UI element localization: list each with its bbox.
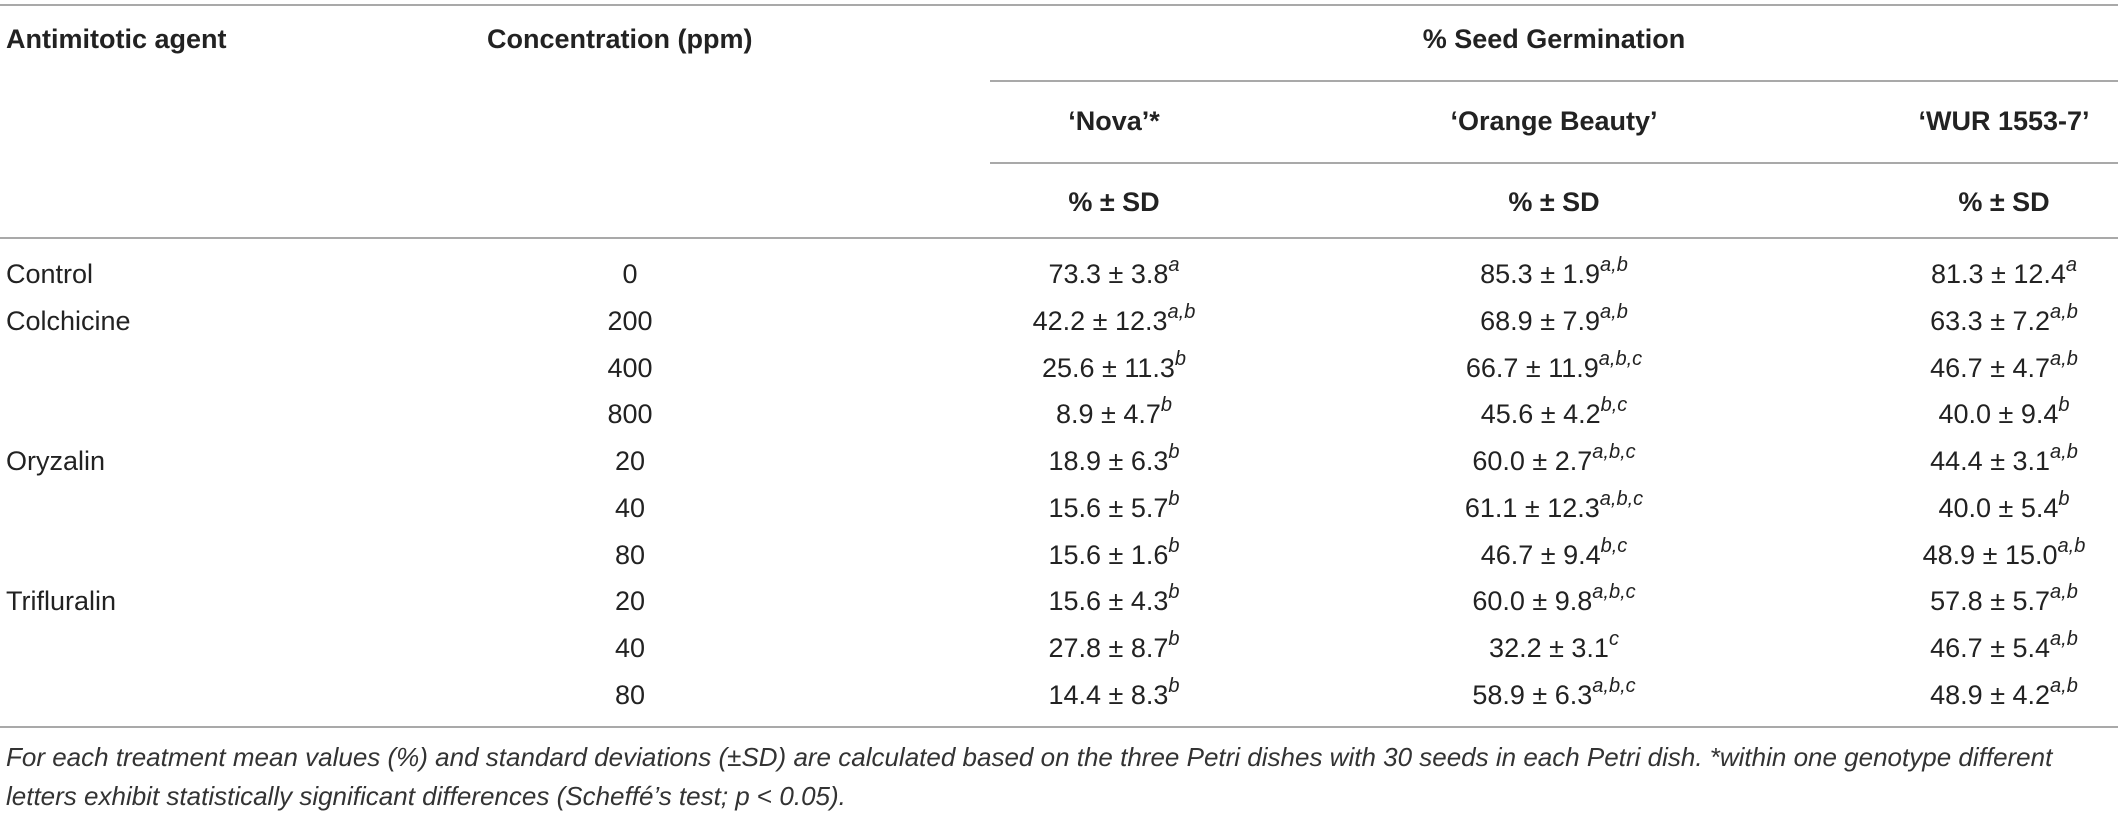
wur-cell: 48.9 ± 4.2a,b	[1930, 675, 2078, 710]
concentration-cell: 20	[614, 586, 646, 616]
table-top-rule	[0, 4, 2118, 6]
nova-cell: 15.6 ± 1.6b	[1048, 535, 1180, 570]
header-stat-orange-beauty: % ± SD	[1508, 187, 1600, 217]
concentration-cell: 20	[614, 446, 646, 476]
group-header-rule	[990, 80, 2118, 82]
wur-cell: 44.4 ± 3.1a,b	[1930, 441, 2078, 476]
wur-cell: 46.7 ± 5.4a,b	[1930, 628, 2078, 663]
agent-cell: Control	[6, 259, 94, 289]
orange-beauty-cell: 46.7 ± 9.4b,c	[1480, 535, 1628, 570]
wur-cell: 40.0 ± 5.4b	[1938, 488, 2070, 523]
concentration-cell: 0	[622, 259, 638, 289]
nova-cell: 15.6 ± 5.7b	[1048, 488, 1180, 523]
nova-cell: 15.6 ± 4.3b	[1048, 581, 1180, 616]
nova-cell: 18.9 ± 6.3b	[1048, 441, 1180, 476]
header-bottom-rule	[0, 237, 2118, 239]
orange-beauty-cell: 60.0 ± 2.7a,b,c	[1472, 441, 1636, 476]
wur-cell: 48.9 ± 15.0a,b	[1922, 535, 2086, 570]
wur-cell: 81.3 ± 12.4a	[1930, 254, 2078, 289]
orange-beauty-cell: 60.0 ± 9.8a,b,c	[1472, 581, 1636, 616]
table-bottom-rule	[0, 726, 2118, 728]
concentration-cell: 40	[614, 633, 646, 663]
concentration-cell: 200	[607, 306, 653, 336]
orange-beauty-cell: 58.9 ± 6.3a,b,c	[1472, 675, 1636, 710]
agent-cell: Colchicine	[6, 306, 131, 336]
concentration-cell: 40	[614, 493, 646, 523]
table-footnote: For each treatment mean values (%) and s…	[6, 742, 2053, 811]
header-antimitotic-agent: Antimitotic agent	[6, 24, 227, 54]
concentration-cell: 80	[614, 540, 646, 570]
orange-beauty-cell: 45.6 ± 4.2b,c	[1480, 394, 1628, 429]
wur-cell: 57.8 ± 5.7a,b	[1930, 581, 2078, 616]
header-seed-germination: % Seed Germination	[1422, 24, 1686, 54]
concentration-cell: 80	[614, 680, 646, 710]
orange-beauty-cell: 66.7 ± 11.9a,b,c	[1465, 348, 1643, 383]
header-concentration: Concentration (ppm)	[487, 24, 753, 54]
nova-cell: 8.9 ± 4.7b	[1055, 394, 1173, 429]
concentration-cell: 400	[607, 353, 653, 383]
nova-cell: 42.2 ± 12.3a,b	[1032, 301, 1196, 336]
nova-cell: 25.6 ± 11.3b	[1041, 348, 1187, 383]
nova-cell: 27.8 ± 8.7b	[1048, 628, 1180, 663]
wur-cell: 63.3 ± 7.2a,b	[1930, 301, 2078, 336]
header-genotype-wur: ‘WUR 1553-7’	[1918, 106, 2090, 136]
concentration-cell: 800	[607, 399, 653, 429]
header-genotype-nova: ‘Nova’*	[1068, 106, 1160, 136]
nova-cell: 73.3 ± 3.8a	[1048, 254, 1180, 289]
orange-beauty-cell: 85.3 ± 1.9a,b	[1480, 254, 1628, 289]
wur-cell: 40.0 ± 9.4b	[1938, 394, 2070, 429]
orange-beauty-cell: 68.9 ± 7.9a,b	[1480, 301, 1628, 336]
nova-cell: 14.4 ± 8.3b	[1048, 675, 1180, 710]
header-stat-nova: % ± SD	[1068, 187, 1160, 217]
orange-beauty-cell: 32.2 ± 3.1c	[1489, 628, 1619, 663]
agent-cell: Trifluralin	[6, 586, 117, 616]
wur-cell: 46.7 ± 4.7a,b	[1930, 348, 2078, 383]
agent-cell: Oryzalin	[6, 446, 106, 476]
orange-beauty-cell: 61.1 ± 12.3a,b,c	[1464, 488, 1644, 523]
header-genotype-orange-beauty: ‘Orange Beauty’	[1450, 106, 1658, 136]
genotype-header-rule	[990, 162, 2118, 164]
header-stat-wur: % ± SD	[1958, 187, 2050, 217]
